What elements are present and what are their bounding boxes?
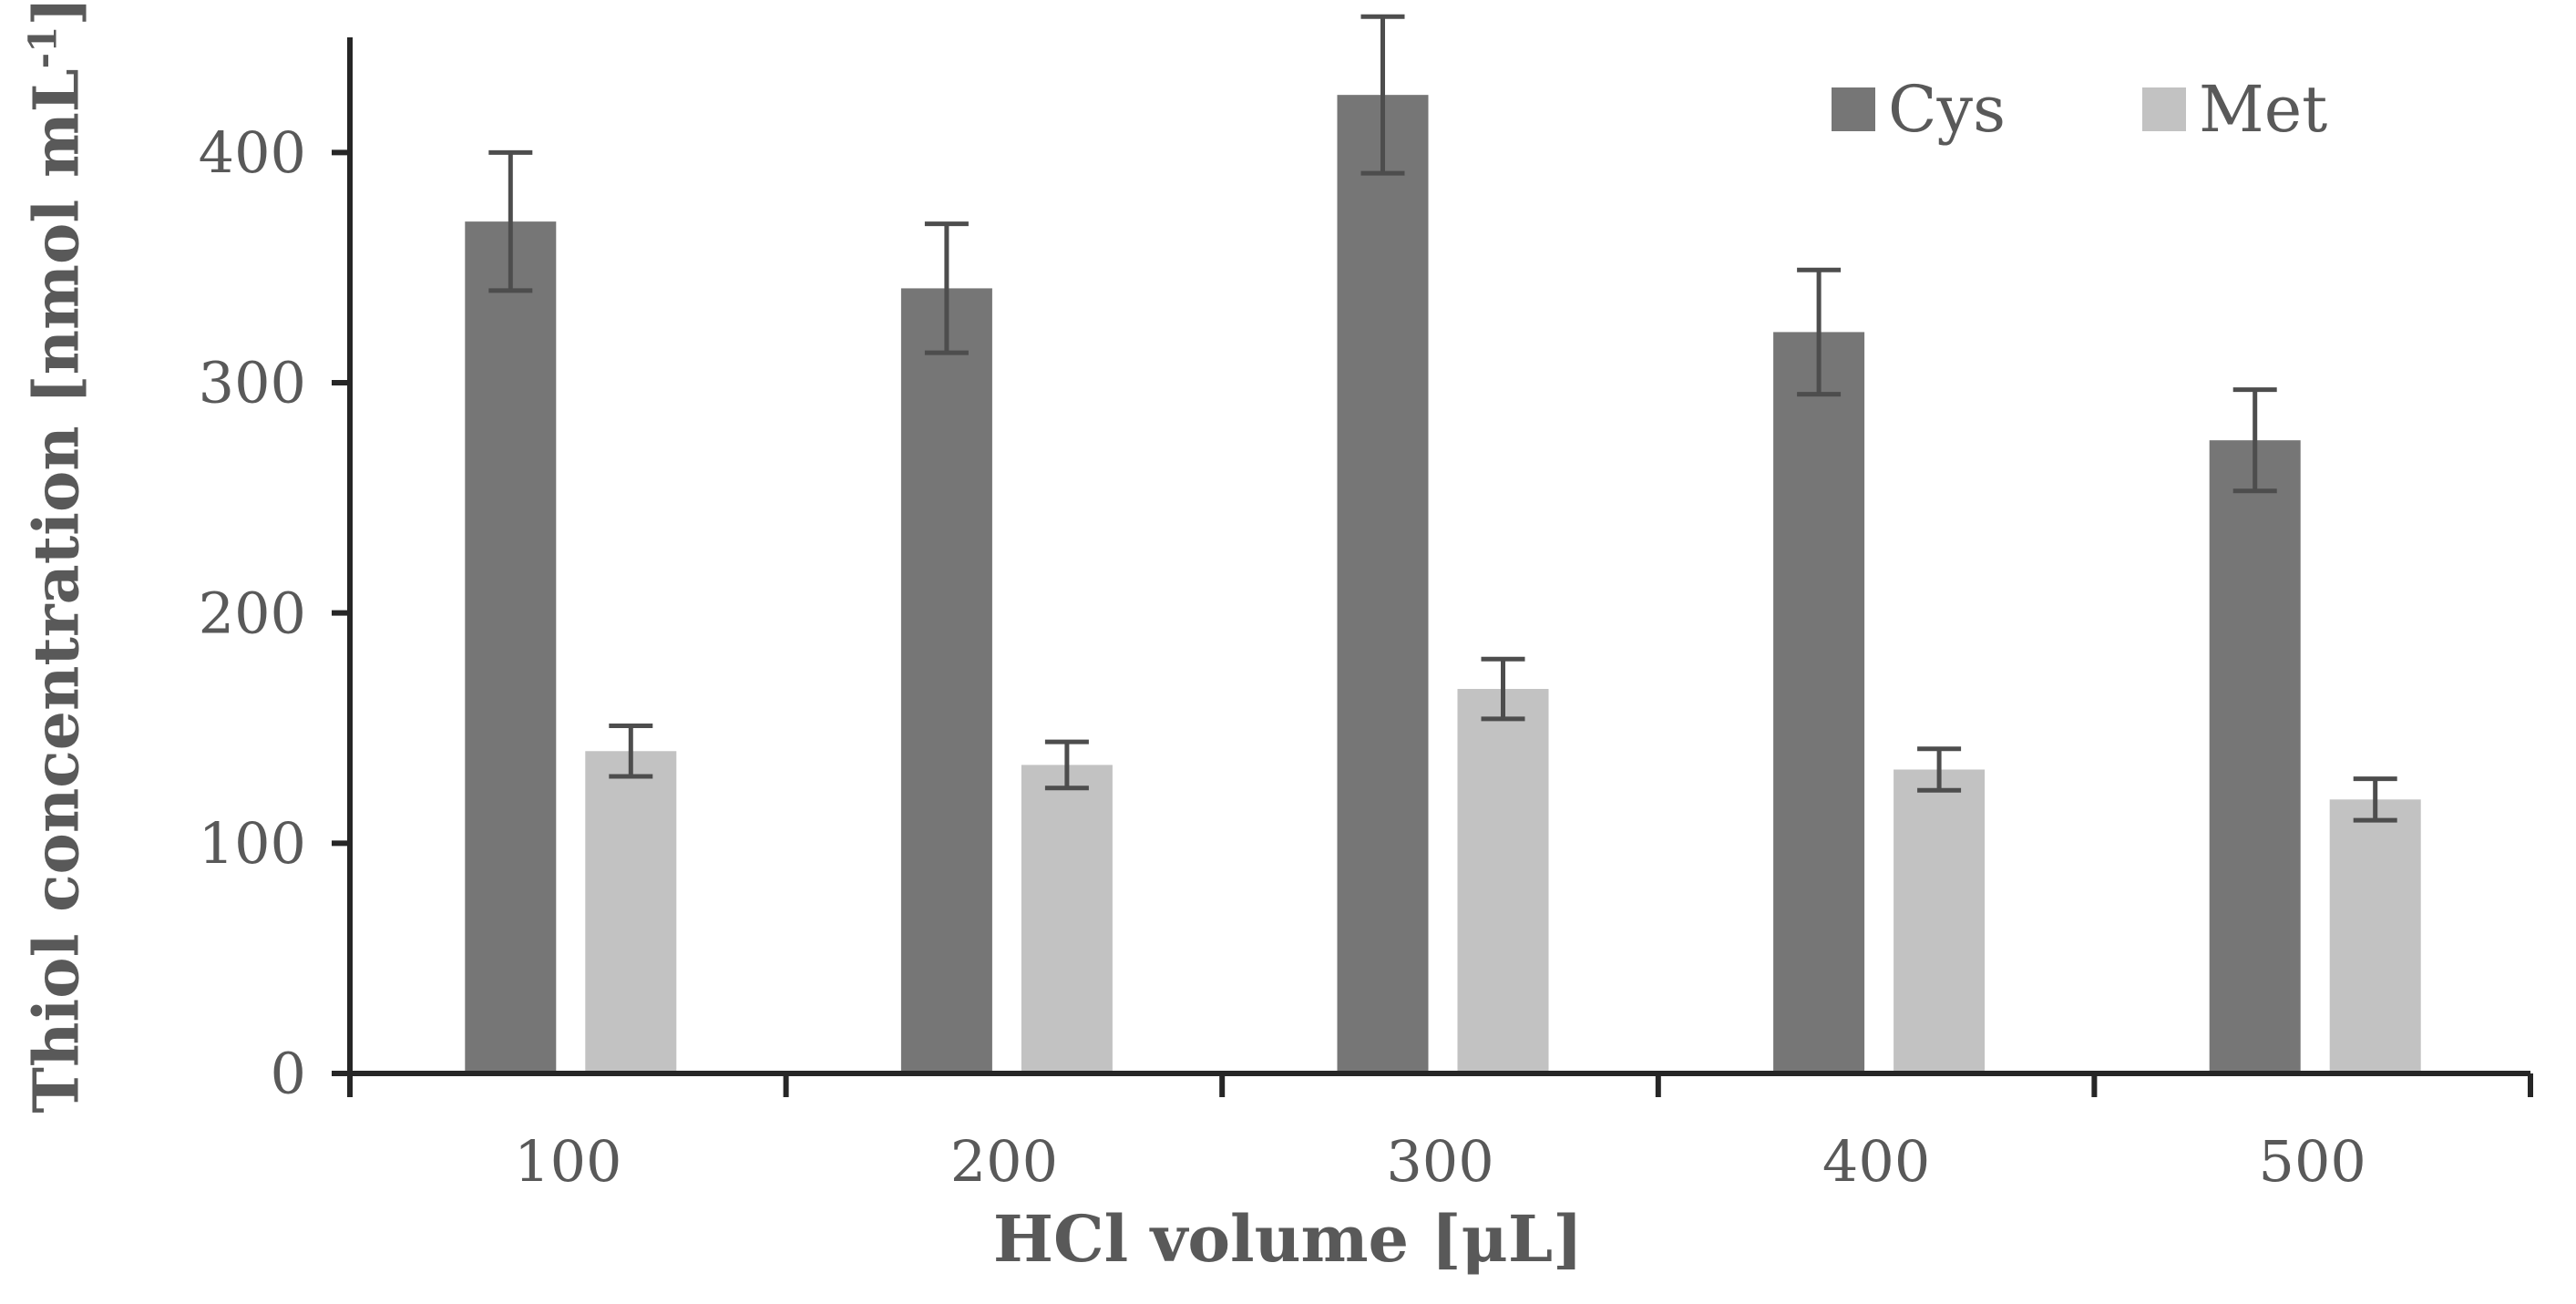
legend-item-cys: Cys: [1832, 77, 2006, 141]
y-tick-label: 300: [199, 350, 306, 416]
bar-met-200: [1021, 765, 1113, 1073]
bar-cys-200: [900, 288, 992, 1073]
x-tick-label: 100: [514, 1128, 621, 1195]
legend-item-met: Met: [2142, 77, 2327, 141]
x-tick-label: 200: [950, 1128, 1058, 1195]
bar-met-300: [1457, 689, 1549, 1073]
bar-met-400: [1894, 769, 1986, 1073]
y-tick-label: 200: [199, 580, 306, 646]
legend-label-cys: Cys: [1888, 72, 2006, 147]
bar-met-100: [585, 751, 677, 1073]
y-tick-label: 400: [199, 119, 306, 186]
y-axis-title: Thiol concentration [nmol mL-1]: [20, 0, 94, 1114]
legend-label-met: Met: [2199, 72, 2328, 147]
bar-cys-400: [1773, 332, 1865, 1073]
bar-cys-500: [2209, 440, 2301, 1074]
y-axis-title-text: Thiol concentration [nmol mL: [20, 68, 94, 1114]
bar-met-500: [2329, 799, 2421, 1073]
bar-cys-300: [1337, 95, 1429, 1074]
x-tick-label: 300: [1386, 1128, 1493, 1195]
legend-swatch-met: [2142, 87, 2187, 131]
legend-swatch-cys: [1832, 87, 1875, 131]
x-tick-label: 500: [2259, 1128, 2366, 1195]
y-axis-title-close: ]: [20, 0, 94, 26]
x-tick-label: 400: [1822, 1128, 1930, 1195]
x-axis-title: HCl volume [μL]: [992, 1201, 1584, 1277]
chart-legend: Cys Met: [1832, 77, 2327, 141]
y-tick-label: 100: [199, 810, 306, 877]
y-axis-title-superscript: -1: [19, 26, 66, 69]
bar-cys-100: [465, 221, 557, 1074]
y-tick-label: 0: [271, 1041, 306, 1107]
